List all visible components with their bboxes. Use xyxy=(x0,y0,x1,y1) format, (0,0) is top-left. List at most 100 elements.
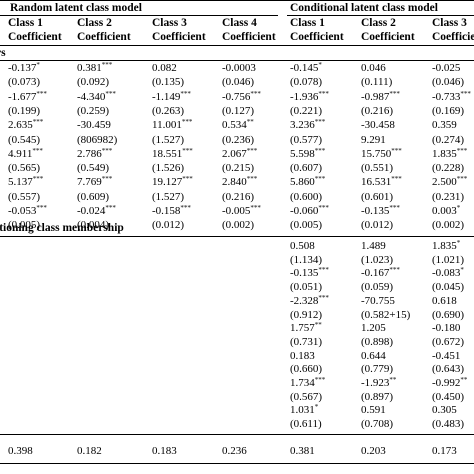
table-cell: (0.565) xyxy=(8,162,40,175)
table-cell: -0.135*** xyxy=(361,205,400,218)
cell-value: 2.067 xyxy=(222,148,247,160)
table-cell: 1.489 xyxy=(361,240,386,253)
table-cell: (1.021) xyxy=(432,254,464,267)
table-cell: (0.135) xyxy=(152,76,184,89)
table-cell: (1.134) xyxy=(290,254,322,267)
table-cell: (0.609) xyxy=(77,191,109,204)
table-cell: (0.897) xyxy=(361,391,393,404)
cell-value: (1.134) xyxy=(290,254,323,266)
cell-value: (0.012) xyxy=(361,219,394,231)
cell-value: (0.169) xyxy=(432,105,465,117)
table-cell: 1.031* xyxy=(290,404,318,417)
significance-stars: *** xyxy=(180,204,191,212)
cell-value: 0.644 xyxy=(361,350,386,362)
cell-value: 0.618 xyxy=(432,295,457,307)
table-cell: -1.923** xyxy=(361,377,396,390)
cell-value: -0.451 xyxy=(432,350,461,362)
significance-stars: *** xyxy=(105,204,116,212)
cell-value: (0.567) xyxy=(290,391,323,403)
table-cell: (0.549) xyxy=(77,162,109,175)
class-header: Class 4 xyxy=(222,17,257,29)
cell-value: (0.135) xyxy=(152,76,185,88)
cell-value: 0.182 xyxy=(77,445,102,457)
cell-value: (0.236) xyxy=(222,134,255,146)
table-cell: -70.755 xyxy=(361,295,395,308)
table-cell: (0.012) xyxy=(152,219,184,232)
table-cell: (0.898) xyxy=(361,336,393,349)
significance-stars: ** xyxy=(389,376,397,384)
cell-value: (0.004) xyxy=(77,219,110,231)
class-header: Class 3 xyxy=(152,17,187,29)
cell-value: 5.137 xyxy=(8,176,33,188)
table-cell: (1.527) xyxy=(152,191,184,204)
table-cell: (0.228) xyxy=(432,162,464,175)
significance-stars: *** xyxy=(389,266,400,274)
coefficient-header: Coefficient xyxy=(290,31,344,43)
table-cell: (0.607) xyxy=(290,162,322,175)
cell-value: 0.183 xyxy=(152,445,177,457)
cell-value: 1.031 xyxy=(290,404,315,416)
table-cell: 0.381*** xyxy=(77,62,112,75)
significance-stars: ** xyxy=(246,118,254,126)
table-cell: 0.591 xyxy=(361,404,386,417)
cell-value: -30.458 xyxy=(361,119,395,131)
table-cell: 0.183 xyxy=(152,445,177,458)
significance-stars: * xyxy=(318,61,322,69)
cell-value: (0.274) xyxy=(432,134,465,146)
cell-value: (1.526) xyxy=(152,162,185,174)
cell-value: 4.911 xyxy=(8,148,33,160)
table-cell: -0.135*** xyxy=(290,267,329,280)
table-cell: 3.236*** xyxy=(290,119,325,132)
cell-value: (0.557) xyxy=(8,191,41,203)
coefficient-header: Coefficient xyxy=(222,31,276,43)
significance-stars: *** xyxy=(318,90,329,98)
table-cell: (0.611) xyxy=(290,418,322,431)
header-rule xyxy=(0,45,474,46)
table-cell: (0.046) xyxy=(222,76,254,89)
table-cell: (0.216) xyxy=(222,191,254,204)
cell-value: (1.527) xyxy=(152,134,185,146)
class-header: Class 1 xyxy=(290,17,325,29)
significance-stars: * xyxy=(456,239,461,247)
cell-value: 2.840 xyxy=(222,176,247,188)
cell-value: (0.216) xyxy=(361,105,394,117)
cell-value: -0.060 xyxy=(290,205,319,217)
table-cell: 0.508 xyxy=(290,240,315,253)
significance-stars: ** xyxy=(314,321,322,329)
table-cell: -4.340*** xyxy=(77,91,116,104)
table-cell: 1.734*** xyxy=(290,377,325,390)
significance-stars: *** xyxy=(182,175,193,183)
cell-value: (0.450) xyxy=(432,391,465,403)
significance-stars: *** xyxy=(36,90,47,98)
section-rule-lower xyxy=(0,236,474,237)
table-cell: 2.635*** xyxy=(8,119,43,132)
table-cell: (0.078) xyxy=(290,76,322,89)
significance-stars: *** xyxy=(182,147,193,155)
table-cell: 19.127*** xyxy=(152,176,193,189)
cell-value: (0.577) xyxy=(290,134,323,146)
coefficient-header: Coefficient xyxy=(8,31,62,43)
significance-stars: *** xyxy=(101,61,113,69)
table-cell: 1.757** xyxy=(290,322,322,335)
cell-value: -0.053 xyxy=(8,205,37,217)
significance-stars: *** xyxy=(181,118,193,126)
significance-stars: *** xyxy=(101,147,113,155)
cell-value: -0.987 xyxy=(361,91,390,103)
cell-value: 0.398 xyxy=(8,445,33,457)
table-cell: -0.987*** xyxy=(361,91,400,104)
table-cell: (0.002) xyxy=(432,219,464,232)
significance-stars: *** xyxy=(391,175,402,183)
cell-value: 0.305 xyxy=(432,404,457,416)
table-cell: (0.557) xyxy=(8,191,40,204)
table-cell: -0.024*** xyxy=(77,205,116,218)
table-cell: -2.328*** xyxy=(290,295,329,308)
table-cell: (0.059) xyxy=(361,281,393,294)
cell-value: (0.600) xyxy=(290,191,323,203)
coefficient-header: Coefficient xyxy=(77,31,131,43)
cell-value: (0.216) xyxy=(222,191,255,203)
cell-value: (0.005) xyxy=(8,219,41,231)
table-cell: 9.291 xyxy=(361,134,386,147)
cell-value: (0.660) xyxy=(290,363,323,375)
cell-value: -0.137 xyxy=(8,62,37,74)
table-cell: -0.733*** xyxy=(432,91,471,104)
